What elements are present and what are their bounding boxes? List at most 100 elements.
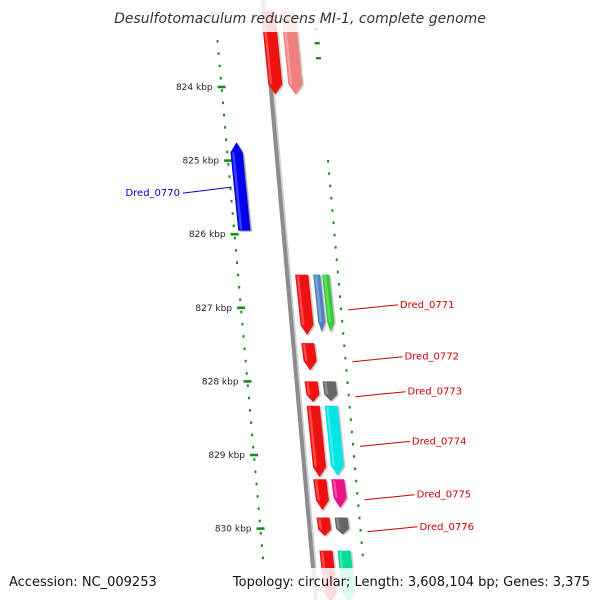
left-track-dot — [216, 40, 219, 43]
left-track-dot — [252, 445, 255, 449]
right-track-dot — [347, 393, 350, 397]
right-track-dash — [314, 42, 320, 45]
right-track-dot — [360, 541, 363, 544]
left-track-dot — [239, 298, 242, 301]
gene-arrow-highlight — [336, 518, 341, 529]
tick-mark — [217, 85, 226, 89]
left-track-dot — [253, 458, 256, 461]
left-track-dot — [226, 150, 229, 154]
left-track-dot — [224, 126, 227, 129]
gene-arrow-highlight — [232, 152, 243, 230]
gene-feature — [295, 274, 315, 337]
left-track-dot — [230, 199, 233, 203]
tick-mark — [230, 232, 239, 236]
map-title: Desulfotomaculum reducens MI-1, complete… — [114, 11, 486, 27]
left-track-dot — [251, 433, 254, 437]
tick-mark — [237, 306, 246, 310]
left-track-dot — [236, 261, 239, 264]
gene-label-leader — [352, 356, 403, 363]
right-track-dot — [330, 196, 333, 200]
gene-arrow — [331, 479, 347, 508]
tick-mark — [250, 453, 259, 457]
tick-label: 829 kbp — [208, 451, 245, 461]
right-track-dot — [337, 283, 340, 286]
gene-arrow — [316, 517, 332, 536]
right-track-dot — [333, 233, 336, 237]
gene-feature — [331, 479, 349, 509]
left-track-dot — [217, 52, 220, 55]
left-track-dot — [240, 310, 243, 314]
gene-arrow — [306, 405, 326, 478]
right-track-dot — [327, 160, 330, 163]
left-track-dot — [250, 421, 253, 424]
gene-label-leader — [182, 186, 232, 194]
left-track-dot — [219, 76, 222, 80]
accession-text: Accession: NC_009253 — [9, 575, 157, 590]
right-track-dot — [341, 319, 344, 323]
right-track-dot — [334, 246, 337, 249]
right-track-dot — [353, 455, 356, 458]
gene-feature — [324, 405, 346, 477]
left-track-dot — [223, 113, 226, 117]
gene-arrow-highlight — [314, 480, 320, 501]
left-track-dot — [248, 409, 251, 412]
left-track-dot — [231, 212, 234, 215]
left-track-dot — [237, 273, 240, 277]
left-track-dot — [245, 372, 248, 375]
right-track-dot — [340, 307, 343, 311]
right-track-dash — [316, 57, 322, 60]
gene-arrow-highlight — [314, 275, 323, 323]
right-track-dot — [346, 381, 349, 384]
gene-feature — [230, 142, 252, 232]
left-track-dot — [238, 286, 241, 289]
title-backdrop — [0, 0, 600, 32]
right-track-dot — [345, 369, 348, 372]
right-track-dot — [331, 209, 334, 212]
left-track-dot — [221, 101, 224, 105]
left-track-dot — [259, 532, 262, 535]
left-track-dot — [261, 556, 264, 560]
left-track-dot — [228, 175, 231, 178]
right-track-dot — [356, 492, 359, 495]
gene-arrow-highlight — [302, 344, 308, 361]
gene-arrow — [301, 343, 317, 371]
left-track-dot — [257, 507, 260, 510]
gene-feature — [306, 405, 328, 479]
right-track-dot — [349, 418, 352, 421]
right-track-dot — [344, 356, 347, 360]
tick-label: 826 kbp — [189, 230, 226, 240]
tick-label: 827 kbp — [195, 304, 232, 314]
gene-label-leader — [364, 494, 415, 501]
left-track-dot — [254, 470, 257, 474]
gene-arrow-highlight — [323, 275, 332, 323]
gene-arrow-highlight — [306, 382, 311, 395]
right-track-dot — [354, 467, 357, 471]
genome-summary-text: Topology: circular; Length: 3,608,104 bp… — [232, 575, 590, 590]
right-track-dot — [342, 332, 345, 335]
gene-label-leader — [359, 440, 410, 447]
backbone-layer — [260, 0, 320, 600]
right-track-dot — [357, 504, 360, 507]
gene-label-leader — [355, 391, 406, 398]
tick-mark — [256, 527, 265, 530]
right-track-dot — [343, 344, 346, 348]
tick-label: 830 kbp — [215, 525, 252, 535]
gene-label: Dred_0771 — [400, 300, 455, 311]
gene-feature — [304, 381, 321, 404]
right-track-dot — [350, 430, 353, 434]
left-track-dot — [244, 359, 247, 363]
gene-feature — [322, 381, 339, 403]
gene-arrow-highlight — [324, 382, 329, 395]
gene-arrow — [230, 142, 251, 231]
gene-feature — [334, 517, 351, 536]
left-track-dot — [246, 384, 249, 387]
right-track-dot — [359, 529, 362, 532]
left-track-dot — [233, 236, 236, 240]
tick-label: 824 kbp — [176, 83, 213, 93]
tick-mark — [243, 380, 252, 383]
tick-mark — [224, 159, 233, 162]
right-track-dot — [361, 553, 364, 557]
tick-label: 825 kbp — [182, 157, 219, 167]
gene-arrow-highlight — [308, 406, 317, 468]
